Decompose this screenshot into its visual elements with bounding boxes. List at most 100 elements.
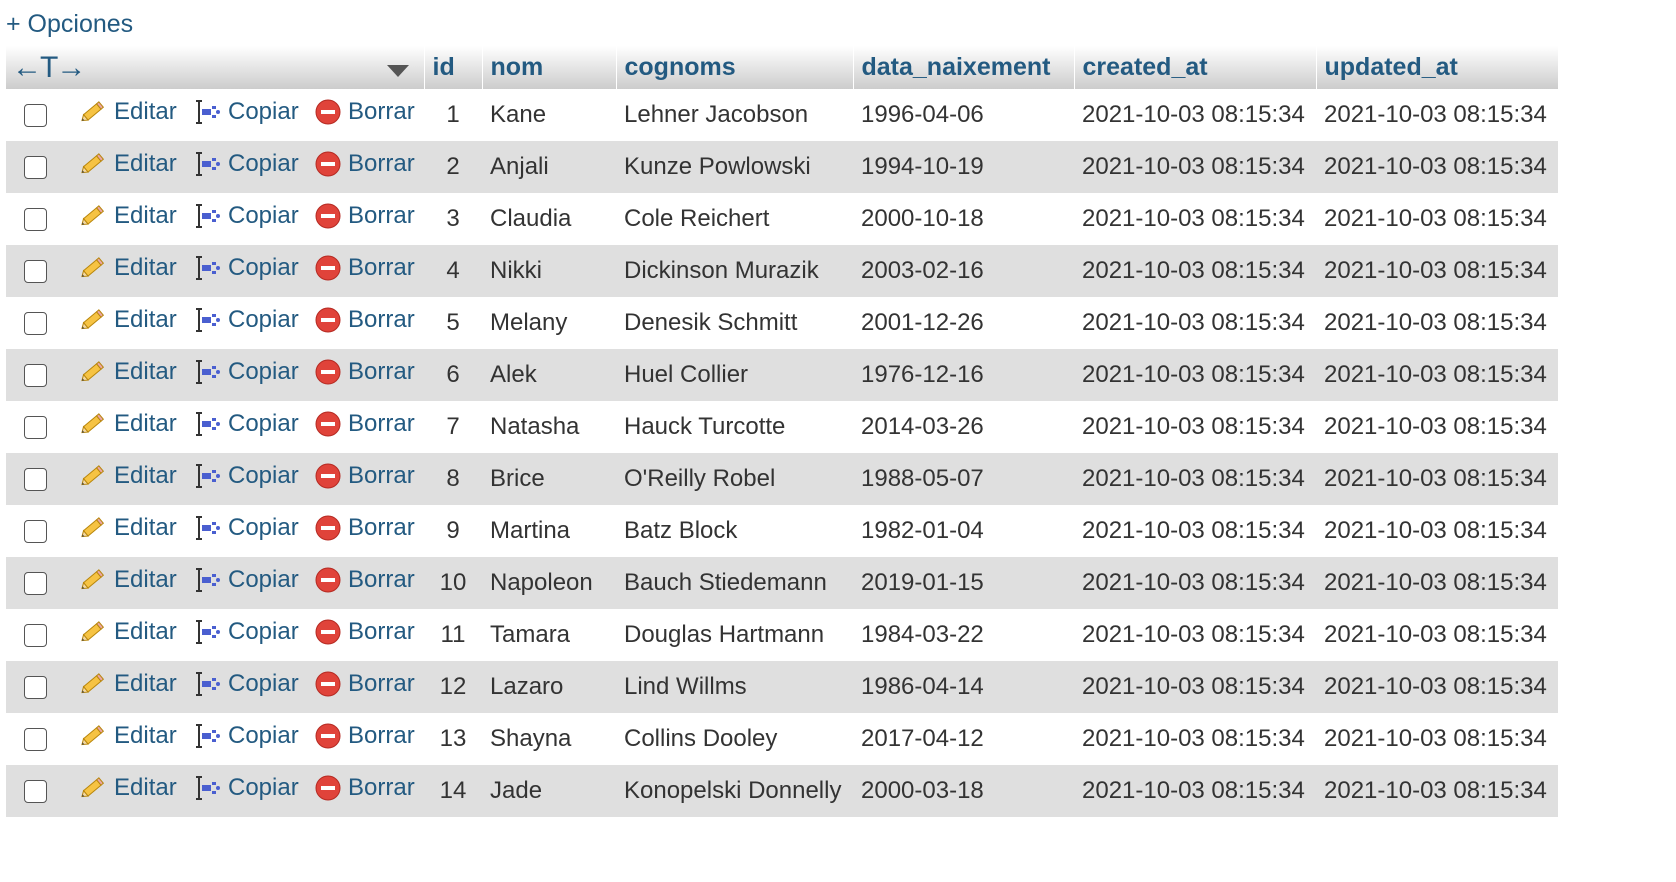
cell-cognoms: Huel Collier xyxy=(624,361,749,388)
copy-label: Copiar xyxy=(228,721,299,749)
edit-button[interactable]: Editar xyxy=(78,566,177,594)
cell-nom: Alek xyxy=(490,361,537,388)
column-header-cognoms[interactable]: cognoms xyxy=(616,46,854,89)
copy-button[interactable]: Copiar xyxy=(194,514,299,542)
table-row: Editar Copiar xyxy=(6,609,1558,661)
table-row: Editar Copiar xyxy=(6,765,1558,817)
row-checkbox[interactable] xyxy=(23,780,47,804)
column-header-data-naixement[interactable]: data_naixement xyxy=(853,46,1075,89)
edit-button[interactable]: Editar xyxy=(78,722,177,750)
delete-label: Borrar xyxy=(348,305,415,333)
copy-label: Copiar xyxy=(228,617,299,645)
row-checkbox[interactable] xyxy=(23,728,47,752)
copy-button[interactable]: Copiar xyxy=(194,462,299,490)
column-resize-arrows[interactable]: ←T→ xyxy=(12,50,86,84)
row-checkbox[interactable] xyxy=(23,312,47,336)
copy-button[interactable]: Copiar xyxy=(194,670,299,698)
copy-button[interactable]: Copiar xyxy=(194,254,299,282)
copy-row-icon xyxy=(196,463,220,488)
edit-button[interactable]: Editar xyxy=(78,306,177,334)
delete-button[interactable]: Borrar xyxy=(314,722,415,750)
delete-label: Borrar xyxy=(348,565,415,593)
copy-button[interactable]: Copiar xyxy=(194,358,299,386)
cell-created-at: 2021-10-03 08:15:34 xyxy=(1082,361,1305,388)
edit-button[interactable]: Editar xyxy=(78,462,177,490)
edit-button[interactable]: Editar xyxy=(78,514,177,542)
cell-id: 2 xyxy=(446,153,460,180)
delete-button[interactable]: Borrar xyxy=(314,358,415,386)
column-header-nom[interactable]: nom xyxy=(482,46,617,89)
delete-button[interactable]: Borrar xyxy=(314,306,415,334)
row-select-cell xyxy=(6,505,64,557)
row-checkbox[interactable] xyxy=(23,364,47,388)
delete-cell: Borrar xyxy=(304,245,424,297)
delete-label: Borrar xyxy=(348,149,415,177)
copy-button[interactable]: Copiar xyxy=(194,150,299,178)
delete-label: Borrar xyxy=(348,97,415,125)
delete-button[interactable]: Borrar xyxy=(314,254,415,282)
edit-label: Editar xyxy=(114,149,177,177)
delete-button[interactable]: Borrar xyxy=(314,98,415,126)
cell-id: 11 xyxy=(440,621,466,648)
edit-cell: Editar xyxy=(64,765,180,817)
copy-button[interactable]: Copiar xyxy=(194,618,299,646)
copy-row-icon xyxy=(196,671,220,696)
options-link[interactable]: + Opciones xyxy=(6,10,134,38)
edit-button[interactable]: Editar xyxy=(78,774,177,802)
delete-label: Borrar xyxy=(348,617,415,645)
cell-nom: Kane xyxy=(490,101,547,128)
delete-label: Borrar xyxy=(348,669,415,697)
delete-button[interactable]: Borrar xyxy=(314,462,415,490)
copy-button[interactable]: Copiar xyxy=(194,566,299,594)
triangle-down-icon[interactable] xyxy=(386,64,410,78)
delete-button[interactable]: Borrar xyxy=(314,150,415,178)
edit-button[interactable]: Editar xyxy=(78,254,177,282)
edit-button[interactable]: Editar xyxy=(78,618,177,646)
edit-cell: Editar xyxy=(64,661,180,713)
row-checkbox[interactable] xyxy=(23,208,47,232)
row-checkbox[interactable] xyxy=(23,104,47,128)
delete-button[interactable]: Borrar xyxy=(314,566,415,594)
row-checkbox[interactable] xyxy=(23,572,47,596)
copy-button[interactable]: Copiar xyxy=(194,202,299,230)
copy-button[interactable]: Copiar xyxy=(194,722,299,750)
delete-button[interactable]: Borrar xyxy=(314,618,415,646)
edit-button[interactable]: Editar xyxy=(78,98,177,126)
row-checkbox[interactable] xyxy=(23,468,47,492)
cell-updated-at: 2021-10-03 08:15:34 xyxy=(1324,725,1547,752)
row-checkbox[interactable] xyxy=(23,156,47,180)
pencil-icon xyxy=(81,724,105,745)
cell-data-naixement: 2017-04-12 xyxy=(861,725,984,752)
copy-button[interactable]: Copiar xyxy=(194,410,299,438)
delete-button[interactable]: Borrar xyxy=(314,774,415,802)
delete-button[interactable]: Borrar xyxy=(314,202,415,230)
cell-updated-at: 2021-10-03 08:15:34 xyxy=(1324,101,1547,128)
edit-button[interactable]: Editar xyxy=(78,202,177,230)
row-checkbox[interactable] xyxy=(23,520,47,544)
delete-button[interactable]: Borrar xyxy=(314,514,415,542)
delete-button[interactable]: Borrar xyxy=(314,670,415,698)
copy-label: Copiar xyxy=(228,305,299,333)
edit-button[interactable]: Editar xyxy=(78,358,177,386)
row-checkbox[interactable] xyxy=(23,624,47,648)
edit-button[interactable]: Editar xyxy=(78,410,177,438)
column-header-created-at[interactable]: created_at xyxy=(1074,46,1317,89)
column-header-id[interactable]: id xyxy=(424,46,483,89)
copy-button[interactable]: Copiar xyxy=(194,774,299,802)
delete-button[interactable]: Borrar xyxy=(314,410,415,438)
row-checkbox[interactable] xyxy=(23,416,47,440)
cell-created-at: 2021-10-03 08:15:34 xyxy=(1082,777,1305,804)
copy-button[interactable]: Copiar xyxy=(194,306,299,334)
edit-button[interactable]: Editar xyxy=(78,670,177,698)
edit-cell: Editar xyxy=(64,557,180,609)
copy-row-icon xyxy=(196,151,220,176)
row-checkbox[interactable] xyxy=(23,260,47,284)
cell-id: 14 xyxy=(439,777,467,804)
row-checkbox[interactable] xyxy=(23,676,47,700)
copy-button[interactable]: Copiar xyxy=(194,98,299,126)
cell-cognoms: Kunze Powlowski xyxy=(624,153,811,180)
delete-icon xyxy=(315,671,341,696)
edit-button[interactable]: Editar xyxy=(78,150,177,178)
column-header-updated-at[interactable]: updated_at xyxy=(1316,46,1559,89)
cell-nom: Anjali xyxy=(490,153,549,180)
